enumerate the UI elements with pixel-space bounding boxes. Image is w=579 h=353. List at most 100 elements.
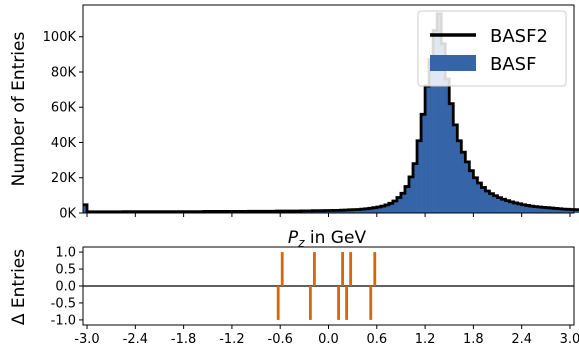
- histogram-bar: [364, 208, 370, 213]
- histogram-bar: [348, 209, 353, 213]
- histogram-bar: [344, 210, 349, 213]
- histogram-bar: [441, 43, 446, 213]
- histogram-bar: [465, 161, 470, 213]
- pz-subscript: z: [297, 236, 305, 250]
- histogram-bar: [513, 202, 518, 213]
- histogram-bar: [537, 207, 543, 213]
- histogram-bar: [408, 176, 414, 213]
- histogram-bar: [445, 79, 450, 213]
- histogram-bar: [489, 193, 494, 213]
- histogram-bar: [457, 140, 462, 213]
- histogram-bar: [356, 209, 361, 213]
- histogram-bar: [517, 203, 522, 213]
- histogram-bar: [469, 170, 474, 213]
- legend: BASF2 BASF: [417, 10, 567, 87]
- histogram-bar: [380, 206, 386, 213]
- histogram-bar: [477, 183, 482, 213]
- pz-units: in GeV: [305, 228, 367, 248]
- difference-bar: [280, 252, 284, 286]
- x-tick-label: 2.4: [511, 332, 532, 347]
- x-tick-label: 0.6: [366, 332, 387, 347]
- difference-bar: [308, 286, 312, 320]
- x-tick-label: -1.8: [171, 332, 196, 347]
- y-tick-label: -1.0: [51, 313, 76, 328]
- histogram-bar: [396, 197, 402, 213]
- histogram-bar: [400, 193, 406, 213]
- histogram-bar: [565, 209, 571, 213]
- bottom-panel-title: Pz in GeV: [288, 228, 367, 250]
- histogram-bar: [425, 86, 430, 213]
- y-tick-label: -0.5: [51, 296, 76, 311]
- difference-bars: [276, 252, 377, 320]
- histogram-bar: [433, 30, 438, 214]
- histogram-bar: [473, 177, 478, 213]
- histogram-bar: [525, 205, 531, 213]
- x-tick-label: 3.0: [560, 332, 579, 347]
- histogram-bar: [437, 13, 442, 214]
- histogram-bar: [372, 207, 378, 213]
- legend-basf-swatch: [430, 55, 476, 71]
- bottom-y-axis-label: Δ Entries: [9, 249, 29, 325]
- difference-bar: [345, 286, 349, 320]
- bottom-x-axis-ticks: -3.0 -2.4 -1.8 -1.2 -0.6 0.0 0.6 1.2 1.8 2.4 3.0: [74, 325, 579, 347]
- y-tick-label: 0.5: [55, 263, 76, 278]
- x-tick-label: -2.4: [123, 332, 148, 347]
- x-tick-label: 1.2: [415, 332, 436, 347]
- histogram-bar: [449, 103, 454, 213]
- difference-bar: [349, 252, 353, 286]
- x-tick-label: -0.6: [268, 332, 293, 347]
- histogram-bar: [360, 209, 366, 213]
- histogram-bar: [388, 203, 394, 213]
- histogram-bar: [461, 152, 466, 213]
- y-tick-label: 40K: [51, 136, 77, 151]
- histogram-bar: [352, 209, 357, 213]
- histogram-bar: [417, 140, 422, 213]
- histogram-bar: [574, 209, 579, 213]
- histogram-bar: [505, 200, 510, 213]
- histogram-bar: [557, 208, 563, 213]
- y-tick-label: 60K: [51, 101, 77, 116]
- legend-basf-label: BASF: [490, 54, 536, 75]
- difference-bar: [313, 252, 316, 286]
- histogram-bar: [541, 207, 547, 213]
- histogram-bar: [561, 209, 567, 213]
- histogram-bar: [553, 208, 559, 213]
- difference-bar: [341, 252, 344, 286]
- histogram-bar: [392, 201, 398, 213]
- bottom-y-axis-ticks: 1.0 0.5 0.0-0.5 -1.0: [51, 246, 83, 328]
- legend-basf2-label: BASF2: [490, 26, 548, 47]
- histogram-bar: [533, 206, 539, 213]
- histogram-bar: [404, 186, 410, 213]
- histogram-bar: [421, 114, 426, 213]
- difference-bar: [369, 286, 373, 320]
- histogram-bar: [569, 209, 575, 213]
- difference-bar: [276, 286, 280, 320]
- pz-symbol: P: [288, 228, 299, 248]
- x-tick-label: 0.0: [318, 332, 339, 347]
- x-tick-label: -3.0: [74, 332, 99, 347]
- histogram-bar: [376, 207, 382, 213]
- x-tick-label: -1.2: [219, 332, 244, 347]
- y-tick-label: 1.0: [55, 246, 76, 261]
- histogram-bar: [501, 199, 506, 213]
- basf2-step-line: [83, 12, 579, 214]
- histogram-bar: [413, 163, 418, 213]
- histogram-bar: [497, 197, 502, 213]
- top-histogram-panel: 0K 20K 40K 60K 80K 100K Number of Entries BAS…: [9, 4, 579, 222]
- histogram-bar: [521, 204, 526, 213]
- y-tick-label: 100K: [43, 30, 77, 45]
- bottom-difference-panel: Pz in GeV 1.00.50.0-0.5-1.0 -3.0 -2.4 -1.8…: [9, 228, 579, 347]
- histogram-bar: [384, 204, 390, 213]
- histogram-bar: [453, 124, 458, 213]
- difference-bar: [373, 252, 377, 286]
- histogram-bar: [493, 195, 498, 213]
- histogram-bar: [509, 201, 514, 213]
- y-tick-label: 20K: [51, 171, 77, 186]
- histogram-bar: [368, 208, 374, 213]
- top-x-axis-ticks: [86, 213, 571, 217]
- histogram-bar: [545, 207, 551, 213]
- difference-bar: [337, 286, 340, 320]
- y-tick-label: 0.0: [55, 280, 76, 295]
- histogram-bar: [481, 187, 486, 213]
